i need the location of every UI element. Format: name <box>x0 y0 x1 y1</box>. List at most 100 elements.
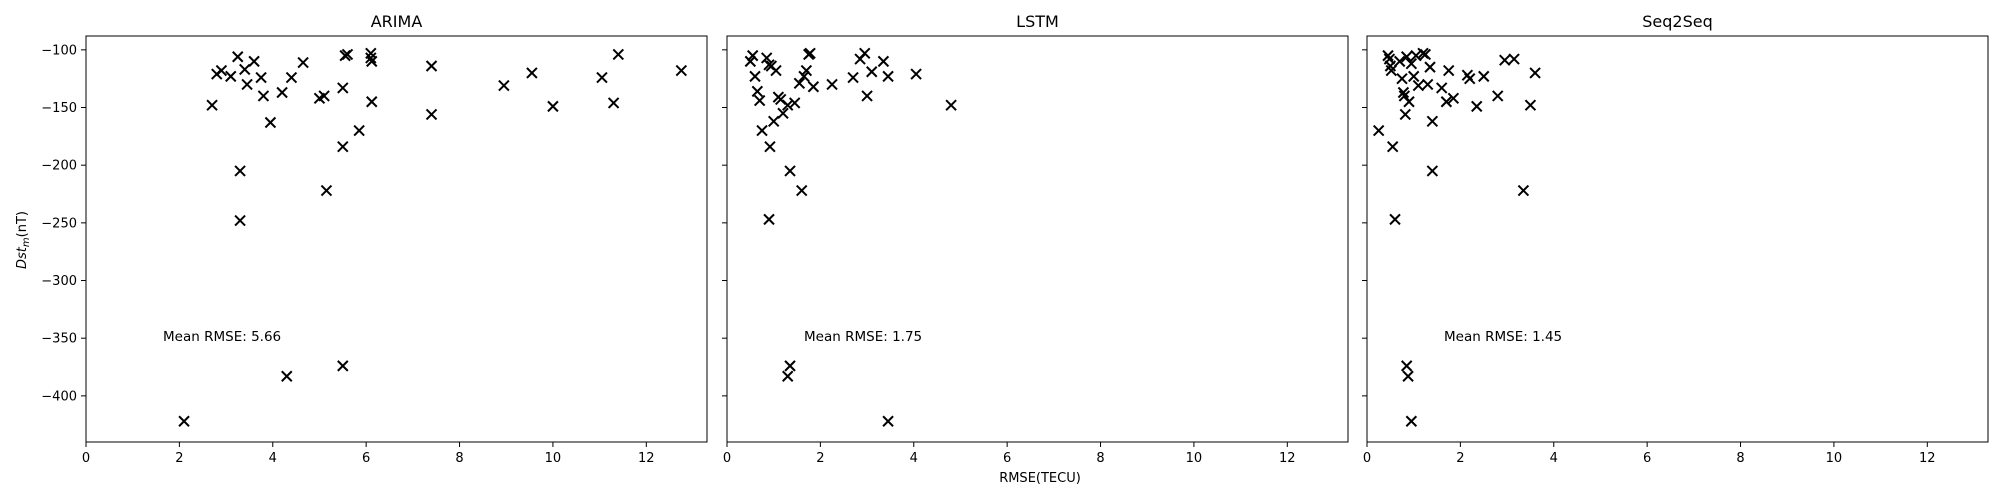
data-point <box>276 86 288 99</box>
data-point <box>749 70 761 83</box>
data-point <box>1402 370 1414 382</box>
x-tick-label: 2 <box>1456 451 1464 466</box>
data-point <box>753 94 766 107</box>
y-tick-label: −100 <box>41 43 77 58</box>
data-point <box>1405 57 1418 70</box>
data-point <box>1403 96 1415 108</box>
x-tick-label: 0 <box>82 451 90 466</box>
data-point <box>320 184 333 197</box>
data-point <box>1524 99 1537 111</box>
data-point <box>1405 415 1418 427</box>
data-point <box>255 71 267 84</box>
data-point <box>882 415 894 427</box>
data-point <box>353 124 365 137</box>
data-point <box>498 79 510 92</box>
y-axis-label-unit: (nT) <box>15 211 30 237</box>
data-point <box>365 52 377 64</box>
data-point <box>777 107 789 119</box>
data-point <box>1443 64 1455 77</box>
panel-title: ARIMA <box>371 12 423 31</box>
data-point <box>1396 72 1408 85</box>
data-point <box>215 64 228 77</box>
x-tick-label: 4 <box>910 451 918 466</box>
data-point <box>366 55 378 68</box>
data-point <box>425 108 438 121</box>
data-point <box>760 52 773 64</box>
data-point <box>1393 55 1406 68</box>
data-point <box>1492 90 1504 102</box>
x-tick-label: 2 <box>816 451 824 466</box>
data-point <box>746 49 759 62</box>
data-point <box>337 360 349 372</box>
data-point <box>910 68 922 80</box>
data-point <box>1407 70 1420 83</box>
data-point <box>1529 67 1541 79</box>
data-point <box>234 214 246 227</box>
data-point <box>178 415 190 427</box>
data-point <box>861 90 873 102</box>
data-point <box>1471 100 1483 113</box>
data-point <box>1400 360 1413 372</box>
mean-rmse-annotation: Mean RMSE: 1.45 <box>1444 329 1562 345</box>
data-point <box>764 141 776 153</box>
x-tick-label: 8 <box>1736 451 1744 466</box>
data-point <box>744 55 757 68</box>
y-axis-label-main: Dst <box>15 246 30 269</box>
plot-frame <box>726 35 1349 443</box>
x-tick-label: 6 <box>1643 451 1651 466</box>
data-point <box>1400 51 1413 63</box>
data-point <box>341 48 354 61</box>
data-point <box>675 64 688 77</box>
mean-rmse-annotation: Mean RMSE: 5.66 <box>163 329 281 345</box>
x-tick-label: 10 <box>1186 451 1203 466</box>
data-point <box>366 96 378 108</box>
data-point <box>1372 124 1385 137</box>
x-tick-label: 8 <box>455 451 463 466</box>
data-point <box>234 165 246 177</box>
y-axis-label: Dstm(nT) <box>15 211 32 269</box>
y-tick-label: −350 <box>41 332 77 347</box>
x-tick-label: 12 <box>1919 451 1936 466</box>
data-point <box>1412 79 1425 92</box>
x-tick-label: 4 <box>269 451 277 466</box>
x-tick-label: 12 <box>1279 451 1296 466</box>
x-tick-label: 10 <box>1826 451 1843 466</box>
x-tick-label: 10 <box>545 451 562 466</box>
x-tick-label: 0 <box>723 451 731 466</box>
data-point <box>206 99 218 111</box>
data-point <box>784 165 796 177</box>
data-point <box>767 115 780 128</box>
x-axis-label: RMSE(TECU) <box>999 471 1081 486</box>
data-point <box>1517 184 1530 197</box>
data-point <box>264 116 277 129</box>
data-point <box>770 64 782 77</box>
panel-lstm: LSTM 0 2 4 6 8 10 12 Mean RMSE: 1.75 <box>722 12 1349 466</box>
data-point <box>337 141 349 153</box>
panel-seq2seq: Seq2Seq 0 2 4 6 8 10 12 Mean RMSE: 1.45 <box>1362 12 1989 466</box>
y-tick-label: −250 <box>41 216 77 231</box>
data-point <box>793 77 806 89</box>
data-point <box>1499 54 1511 66</box>
data-point <box>239 63 251 76</box>
plot-frame <box>85 35 708 443</box>
data-point <box>1424 61 1436 73</box>
x-tick-label: 6 <box>1003 451 1011 466</box>
data-point <box>225 70 237 83</box>
data-point <box>751 85 764 98</box>
data-point <box>1464 72 1476 85</box>
y-tick-label: −150 <box>41 101 77 116</box>
data-point <box>763 213 775 226</box>
data-point <box>1508 53 1520 65</box>
data-point <box>804 47 816 60</box>
data-point <box>1447 92 1460 104</box>
data-point <box>1385 64 1397 77</box>
data-point <box>807 81 820 93</box>
data-point <box>1435 82 1448 94</box>
data-point <box>826 78 838 91</box>
data-point <box>882 70 894 83</box>
x-tick-label: 2 <box>175 451 183 466</box>
y-tick-label: −300 <box>41 274 77 289</box>
data-point <box>596 71 608 84</box>
data-point <box>425 60 438 72</box>
